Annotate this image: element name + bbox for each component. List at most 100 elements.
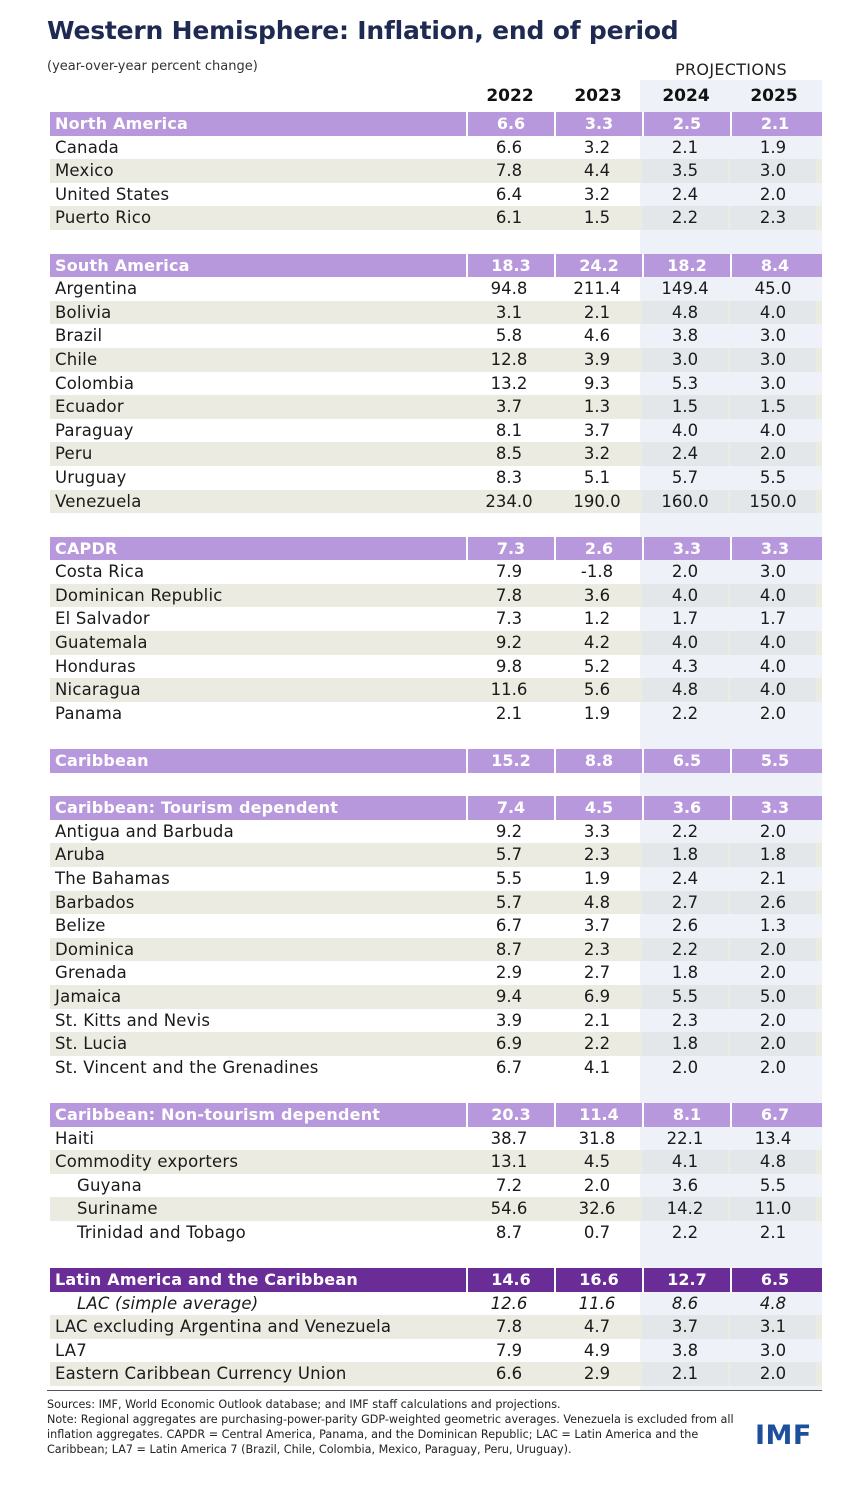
value-2022: 5.5 (495, 869, 523, 888)
value-2023: 3.2 (583, 137, 611, 157)
table-row: Brazil 5.8 4.6 3.8 3.0 (50, 324, 822, 348)
table-row: Panama 2.1 1.9 2.2 2.0 (50, 702, 822, 726)
value-2025: 8.4 (730, 253, 818, 278)
value-2024: 1.8 (642, 1032, 728, 1056)
row-label: Guatemala (55, 633, 148, 653)
table-row: Puerto Rico 6.1 1.5 2.2 2.3 (50, 206, 822, 230)
value-2025: 2.0 (759, 184, 787, 204)
row-label: Paraguay (55, 420, 134, 440)
value-2025: 2.0 (759, 821, 787, 841)
value-2023: 1.2 (583, 609, 611, 629)
row-label: LAC (simple average) (77, 1293, 259, 1313)
table-row: Argentina 94.8 211.4 149.4 45.0 (50, 277, 822, 301)
value-2025: 2.1 (730, 112, 818, 136)
value-2025: 6.7 (730, 1102, 818, 1127)
table-row: Trinidad and Tobago 8.7 0.7 2.2 2.1 (50, 1221, 822, 1245)
table-row: Suriname 54.6 32.6 14.2 11.0 (50, 1197, 822, 1221)
row-label: United States (55, 184, 170, 204)
value-2023: 11.6 (578, 1293, 616, 1313)
value-2022: 7.9 (495, 1340, 523, 1360)
value-2025: 2.0 (759, 703, 787, 723)
table-row: Colombia 13.2 9.3 5.3 3.0 (50, 372, 822, 396)
value-2023: 24.2 (554, 253, 642, 278)
value-2022: 5.7 (495, 845, 523, 865)
value-2025: 3.0 (759, 326, 787, 346)
table-row: Mexico 7.8 4.4 3.5 3.0 (50, 159, 822, 183)
value-2023: -1.8 (580, 562, 614, 582)
value-2023: 2.0 (583, 1175, 611, 1195)
row-label: Antigua and Barbuda (55, 821, 234, 841)
value-2023: 4.2 (583, 633, 611, 653)
value-2025: 45.0 (754, 279, 792, 299)
table-row: Peru 8.5 3.2 2.4 2.0 (50, 442, 822, 466)
value-2022: 234.0 (485, 491, 533, 511)
table-row: Commodity exporters 13.1 4.5 4.1 4.8 (50, 1150, 822, 1174)
value-2022: 54.6 (490, 1199, 528, 1219)
value-2022: 6.6 (495, 1364, 523, 1384)
value-2025: 3.0 (759, 373, 787, 393)
value-2022: 6.6 (466, 112, 554, 136)
value-2022: 9.2 (495, 821, 523, 841)
value-2024: 3.6 (642, 796, 730, 820)
value-2024: 3.7 (642, 1315, 728, 1339)
value-2023: 2.7 (583, 963, 611, 983)
value-2024: 3.6 (671, 1175, 699, 1195)
page-subtitle: (year-over-year percent change) (47, 59, 258, 74)
value-2022: 7.8 (495, 585, 523, 605)
value-2023: 1.9 (583, 703, 611, 723)
row-label: North America (55, 114, 189, 133)
row-label: Caribbean (55, 751, 149, 771)
table-row: Barbados 5.7 4.8 2.7 2.6 (50, 890, 822, 915)
value-2022: 7.3 (466, 536, 554, 561)
value-2023: 3.7 (583, 420, 611, 440)
row-label: Belize (55, 916, 106, 936)
row-label: Commodity exporters (55, 1152, 239, 1172)
table-row: Aruba 5.7 2.3 1.8 1.8 (50, 843, 822, 867)
value-2025: 2.0 (730, 1032, 816, 1056)
table-row: LAC excluding Argentina and Venezuela 7.8… (50, 1315, 822, 1339)
value-2022: 9.2 (495, 633, 523, 653)
value-2022: 8.1 (495, 420, 523, 440)
value-2023: 8.8 (554, 749, 642, 773)
value-2023: 190.0 (573, 491, 621, 511)
year-header-2022: 2022 (486, 86, 534, 106)
value-2023: 3.9 (583, 349, 611, 369)
row-label: Bolivia (55, 302, 112, 322)
row-label: Venezuela (55, 491, 142, 511)
value-2025: 5.5 (730, 749, 818, 773)
value-2022: 6.9 (495, 1034, 523, 1054)
value-2022: 2.9 (495, 963, 523, 983)
table-group-header: Latin America and the Caribbean 14.6 16.6 1… (50, 1268, 822, 1292)
table-row: Haiti 38.7 31.8 22.1 13.4 (50, 1127, 822, 1151)
year-header-2023: 2023 (574, 86, 622, 106)
value-2022: 7.9 (495, 562, 523, 582)
value-2022: 5.8 (495, 326, 523, 346)
value-2022: 7.4 (466, 796, 554, 820)
row-label: Panama (55, 703, 123, 723)
value-2023: 211.4 (573, 279, 621, 299)
value-2024: 5.5 (642, 984, 728, 1009)
value-2022: 7.2 (495, 1175, 523, 1195)
value-2023: 2.2 (583, 1034, 611, 1054)
table-row: Nicaragua 11.6 5.6 4.8 4.0 (50, 678, 822, 702)
value-2024: 1.5 (642, 395, 728, 419)
table-row: Belize 6.7 3.7 2.6 1.3 (50, 914, 822, 938)
value-2023: 1.3 (583, 397, 611, 417)
value-2023: 4.6 (583, 326, 611, 346)
row-label: Costa Rica (55, 562, 145, 582)
row-label: LAC excluding Argentina and Venezuela (55, 1317, 392, 1337)
value-2022: 8.3 (495, 467, 523, 487)
row-label: Brazil (55, 326, 103, 346)
year-header-row: 2022 2023 2024 2025 (50, 86, 822, 110)
value-2024: 8.6 (671, 1293, 699, 1313)
table-row: St. Vincent and the Grenadines 6.7 4.1 2.0 2… (50, 1056, 822, 1080)
value-2022: 20.3 (466, 1102, 554, 1127)
value-2023: 4.1 (583, 1057, 611, 1077)
value-2025: 4.0 (759, 420, 787, 440)
value-2025: 2.0 (759, 1010, 787, 1030)
value-2023: 1.5 (583, 208, 611, 228)
table-group-header: South America 18.3 24.2 18.2 8.4 (50, 253, 822, 278)
table-row: Ecuador 3.7 1.3 1.5 1.5 (50, 395, 822, 419)
table-group-header: Caribbean 15.2 8.8 6.5 5.5 (50, 749, 822, 773)
row-label: Barbados (55, 892, 135, 912)
